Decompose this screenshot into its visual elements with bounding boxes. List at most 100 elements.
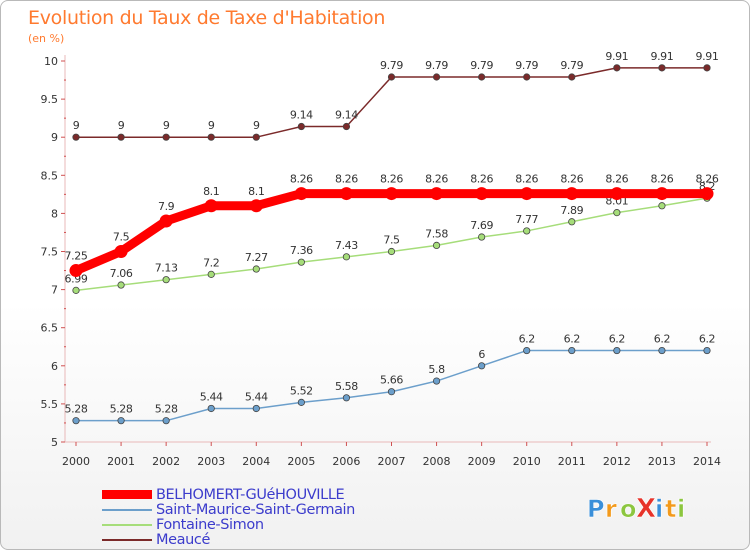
data-label: 6.2: [699, 333, 715, 346]
data-point: [162, 276, 170, 284]
data-point: [159, 214, 173, 228]
legend-swatch: [102, 508, 152, 511]
y-minor-tick: [64, 384, 66, 386]
data-point: [523, 346, 531, 355]
logo-letter: P: [587, 495, 605, 523]
data-point: [478, 233, 486, 241]
logo-letter: t: [665, 495, 676, 523]
data-label: 8.1: [248, 185, 264, 198]
data-point: [613, 64, 621, 72]
data-point: [385, 187, 398, 201]
data-label: 5.44: [200, 390, 223, 403]
y-tick-label: 10: [44, 55, 58, 68]
data-point: [117, 417, 125, 425]
y-tick-label: 7: [51, 284, 58, 297]
data-point: [204, 199, 218, 213]
data-point: [432, 241, 441, 250]
data-label: 6.2: [654, 333, 670, 346]
data-label: 5.28: [110, 403, 133, 416]
x-tick-label: 2000: [62, 455, 90, 468]
chart-title: Evolution du Taux de Taxe d'Habitation: [28, 7, 386, 29]
y-minor-tick: [64, 346, 66, 348]
data-label: 9.79: [515, 59, 538, 72]
y-tick-label: 8: [51, 207, 58, 220]
legend-swatch: [102, 523, 152, 526]
data-label: 9.91: [696, 50, 719, 63]
x-tick-label: 2013: [648, 455, 676, 468]
data-point: [297, 398, 305, 406]
data-point: [162, 133, 170, 141]
data-label: 9: [253, 119, 260, 132]
data-label: 8.26: [515, 173, 538, 186]
y-axis-unit-label: (en %): [28, 32, 65, 45]
data-point: [523, 73, 531, 81]
data-point: [297, 122, 305, 131]
data-label: 8.26: [605, 173, 628, 186]
data-point: [700, 187, 714, 201]
data-point: [658, 64, 666, 72]
data-label: 7.77: [515, 213, 538, 226]
data-point: [249, 199, 263, 213]
data-label: 9: [208, 119, 215, 132]
data-point: [613, 346, 621, 355]
y-tick-label: 5: [51, 436, 58, 449]
data-point: [342, 122, 351, 131]
x-tick-label: 2004: [242, 455, 270, 468]
data-label: 7.06: [110, 267, 133, 280]
data-label: 6.99: [65, 272, 88, 285]
data-point: [658, 346, 666, 355]
data-point: [72, 286, 80, 294]
data-label: 5.52: [290, 384, 313, 397]
x-tick-label: 2011: [558, 455, 586, 468]
y-tick-label: 6.5: [41, 322, 59, 335]
y-tick-label: 9.5: [41, 93, 59, 106]
data-point: [252, 404, 260, 413]
x-tick-label: 2012: [603, 455, 631, 468]
legend-item-belhomert: BELHOMERT-GUéHOUVILLE: [102, 486, 345, 503]
data-label: 9.79: [470, 59, 493, 72]
legend-label: Saint-Maurice-Saint-Germain: [156, 501, 355, 518]
x-tick-label: 2007: [378, 455, 406, 468]
x-tick-label: 2005: [287, 455, 315, 468]
data-label: 7.36: [290, 244, 313, 257]
y-minor-tick: [64, 79, 66, 81]
data-point: [703, 64, 711, 72]
data-label: 9.79: [380, 59, 403, 72]
data-label: 8.1: [203, 185, 219, 198]
data-point: [520, 187, 534, 201]
legend-label: BELHOMERT-GUéHOUVILLE: [156, 486, 345, 503]
data-label: 5.8: [428, 363, 445, 376]
data-label: 6.2: [609, 333, 625, 346]
data-label: 8.26: [425, 173, 448, 186]
x-tick-label: 2003: [197, 455, 225, 468]
y-tick-label: 6: [51, 360, 58, 373]
data-label: 7.9: [158, 200, 175, 213]
data-label: 6.2: [519, 333, 535, 346]
data-point: [478, 362, 486, 370]
data-label: 7.5: [383, 234, 400, 247]
data-label: 7.25: [65, 250, 88, 263]
data-label: 6.2: [564, 333, 580, 346]
data-point: [568, 73, 576, 81]
data-point: [565, 187, 579, 201]
legend-item-fontaine-simon: Fontaine-Simon: [102, 516, 264, 533]
data-label: 5.44: [245, 390, 268, 403]
data-label: 9.91: [650, 50, 673, 63]
data-point: [114, 245, 128, 258]
data-label: 8.26: [470, 173, 493, 186]
data-label: 9: [118, 119, 125, 132]
data-point: [655, 187, 669, 201]
y-tick-label: 7.5: [41, 246, 59, 259]
y-minor-tick: [64, 117, 66, 119]
data-point: [339, 187, 353, 201]
data-label: 8.26: [290, 173, 313, 186]
data-label: 9.14: [290, 109, 313, 122]
legend-label: Fontaine-Simon: [156, 516, 264, 533]
data-point: [658, 202, 666, 210]
data-point: [703, 346, 711, 355]
data-label: 5.28: [65, 403, 88, 416]
x-tick-label: 2002: [152, 455, 180, 468]
data-point: [613, 209, 621, 217]
